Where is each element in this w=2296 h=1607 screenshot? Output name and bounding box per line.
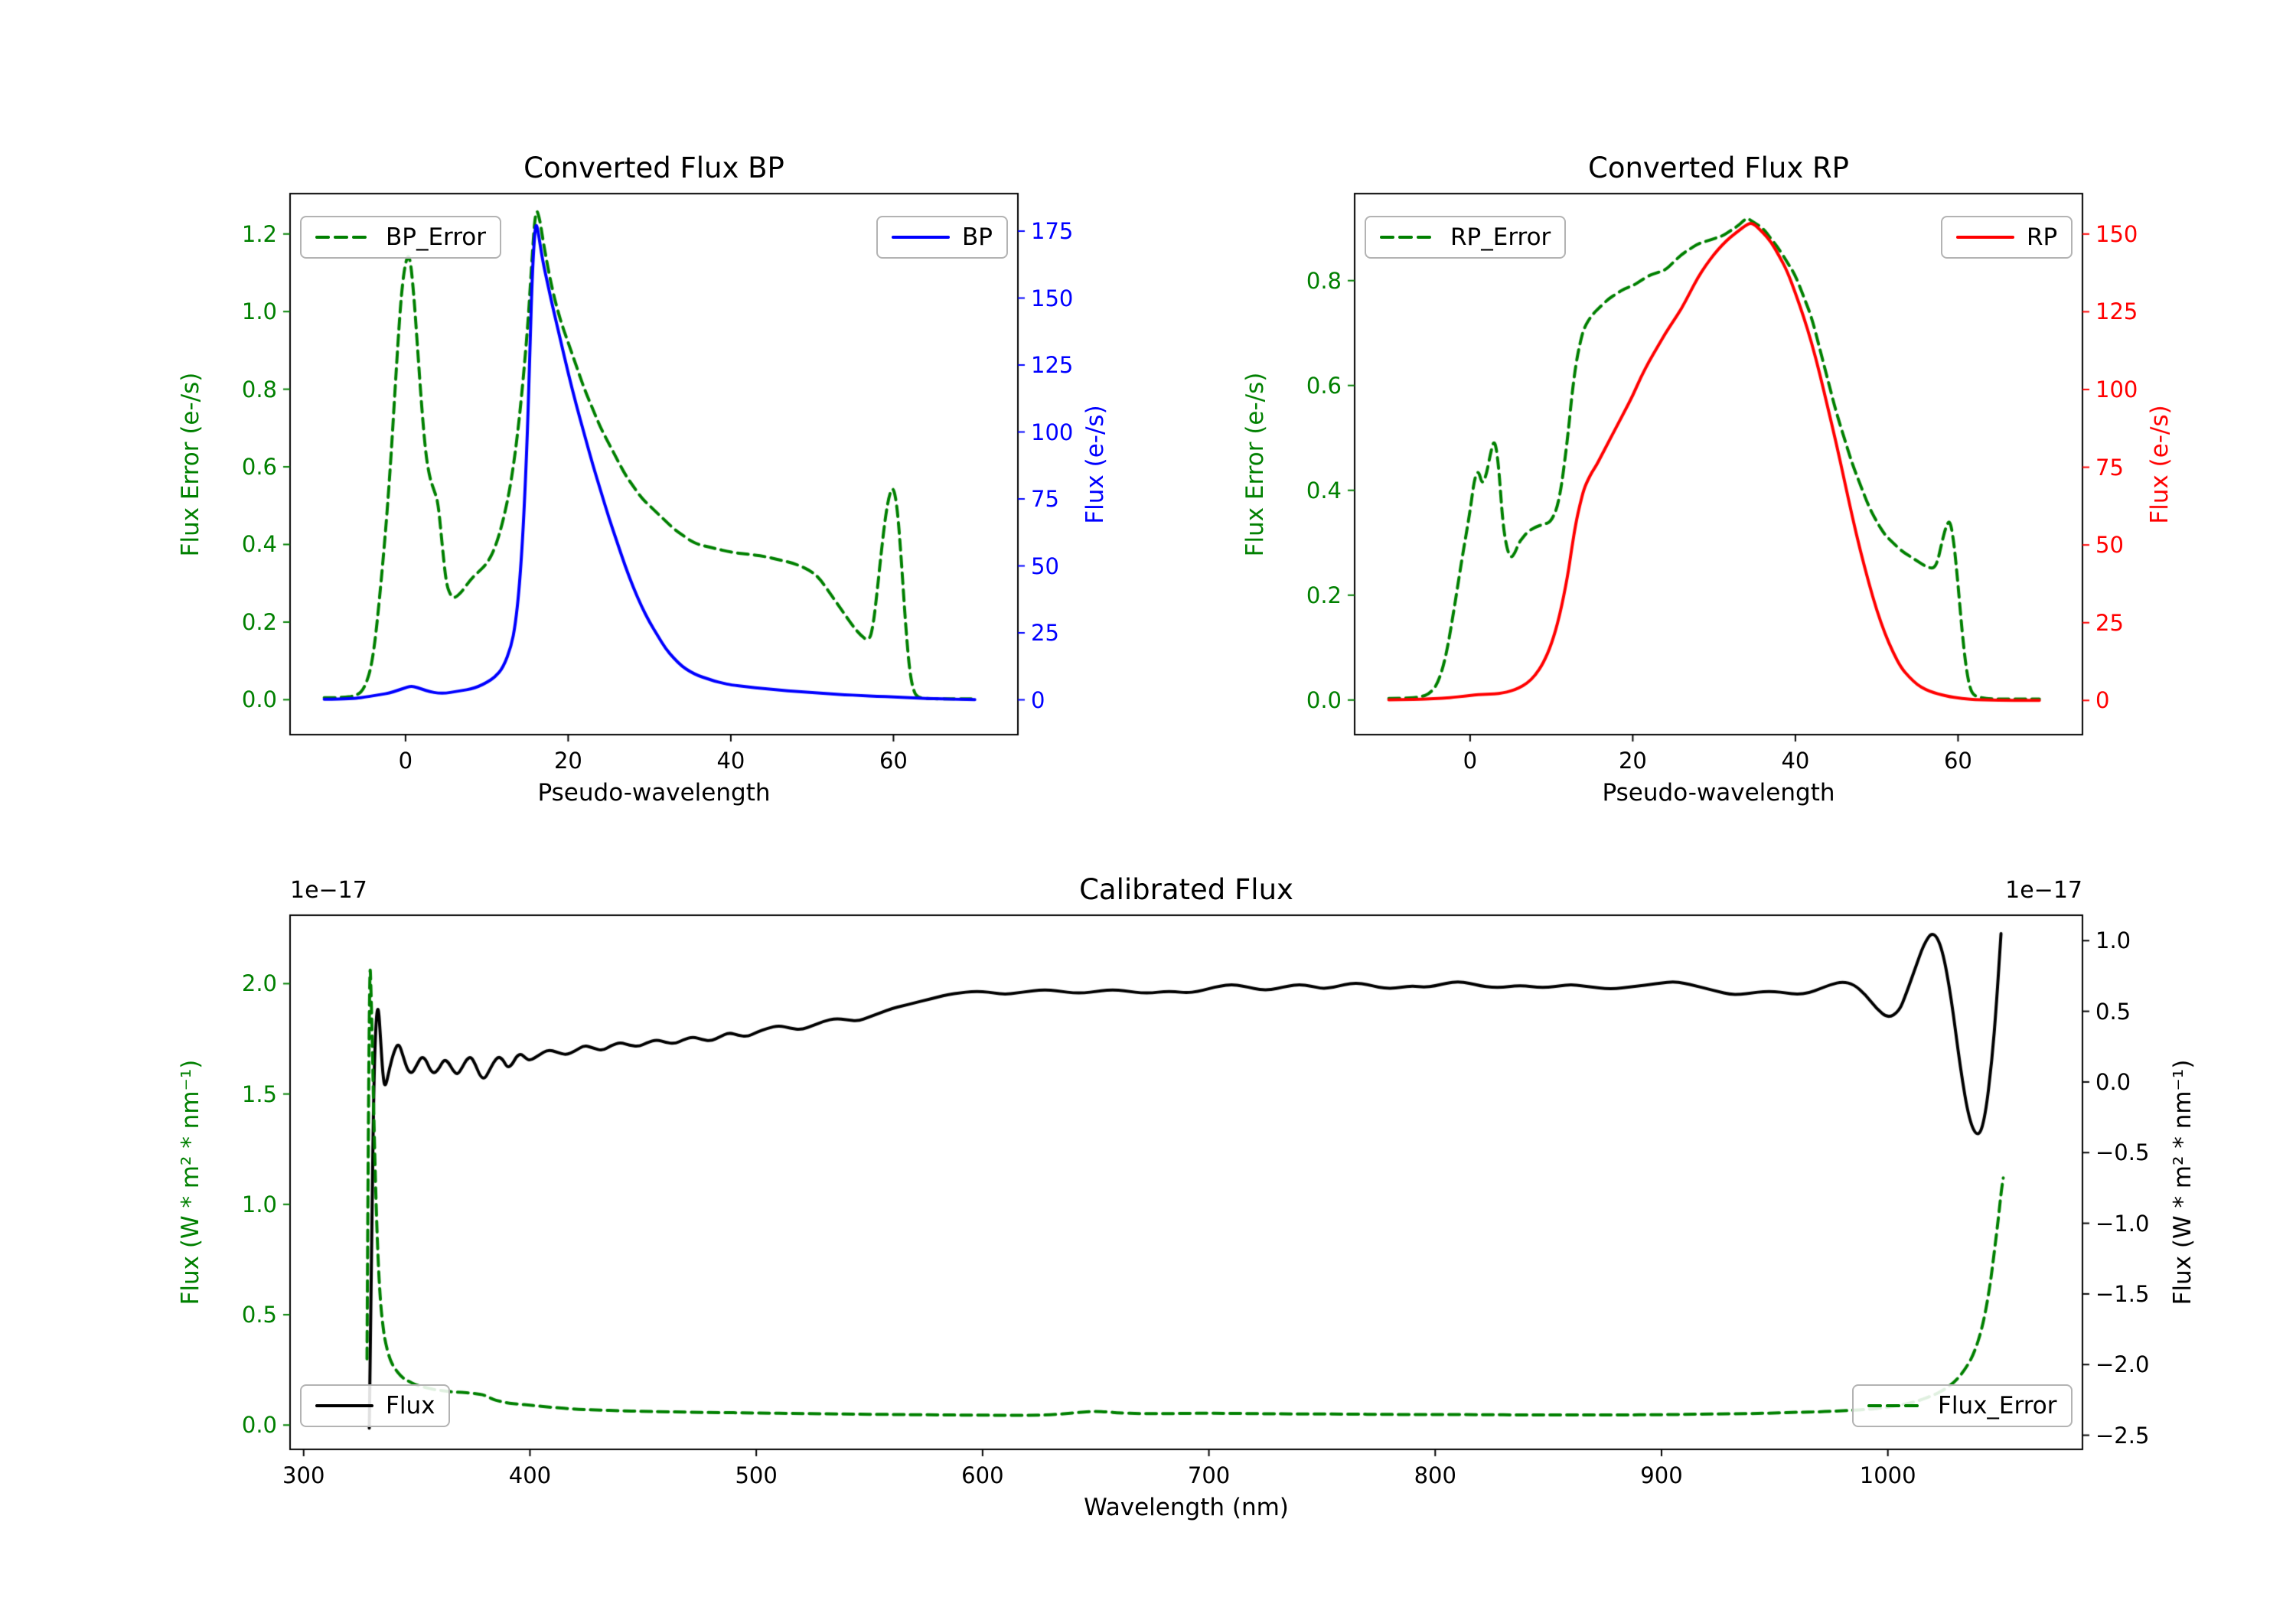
- tick-label: 0.5: [2095, 998, 2131, 1025]
- rp-right-yaxis-label: Flux (e-/s): [2146, 404, 2174, 524]
- tick-label: 40: [1781, 748, 1810, 774]
- legend-flux-error: Flux_Error: [1852, 1384, 2073, 1427]
- rp-left-yaxis-label: Flux Error (e-/s): [1241, 372, 1269, 556]
- tick-label: −2.5: [2095, 1422, 2150, 1449]
- legend-label-flux: Flux: [386, 1392, 435, 1420]
- tick-label: 0: [1031, 686, 1045, 713]
- tick-label: 700: [1187, 1462, 1231, 1488]
- tick-label: 0.6: [241, 454, 277, 481]
- legend-label-rp-error: RP_Error: [1450, 223, 1551, 251]
- legend-line-sample-dashed: [315, 236, 373, 239]
- legend-bp-error: BP_Error: [300, 216, 502, 259]
- tick-label: 60: [1943, 748, 1972, 774]
- tick-label: 150: [2095, 220, 2138, 247]
- legend-line-sample-solid: [315, 1404, 373, 1407]
- tick-label: 20: [553, 748, 582, 774]
- tick-label: 50: [1031, 553, 1059, 579]
- tick-label: 0.8: [1306, 267, 1342, 294]
- tick-label: −2.0: [2095, 1351, 2150, 1378]
- tick-label: 150: [1031, 285, 1074, 311]
- bp-right-yaxis-label: Flux (e-/s): [1081, 404, 1109, 524]
- bp-left-yaxis-label: Flux Error (e-/s): [177, 372, 204, 556]
- tick-label: −0.5: [2095, 1139, 2150, 1166]
- tick-label: 75: [1031, 486, 1059, 512]
- legend-rp: RP: [1941, 216, 2073, 259]
- tick-label: 500: [735, 1462, 778, 1488]
- tick-label: 125: [1031, 352, 1074, 378]
- tick-label: 40: [716, 748, 745, 774]
- left-axis-offset-text: 1e−17: [290, 877, 367, 904]
- tick-label: 0.2: [1306, 582, 1342, 608]
- tick-label: 1.0: [241, 1191, 277, 1217]
- tick-label: 0.0: [1306, 686, 1342, 713]
- tick-label: 1.0: [2095, 927, 2131, 954]
- tick-label: 0: [2095, 687, 2110, 714]
- bp-xaxis-label: Pseudo-wavelength: [537, 779, 771, 807]
- legend-label-rp: RP: [2027, 223, 2058, 251]
- tick-label: 125: [2095, 298, 2138, 325]
- tick-label: 800: [1414, 1462, 1456, 1488]
- legend-label-bp: BP: [962, 223, 993, 251]
- tick-label: 0: [1463, 748, 1478, 774]
- tick-label: 100: [2095, 376, 2138, 403]
- tick-label: 0.0: [241, 686, 277, 713]
- tick-label: 0.0: [2095, 1068, 2131, 1095]
- tick-label: 1000: [1859, 1462, 1916, 1488]
- legend-line-sample-dashed: [1867, 1404, 1926, 1407]
- legend-line-sample-dashed: [1380, 236, 1438, 239]
- tick-label: 60: [879, 748, 908, 774]
- calibrated-xaxis-label: Wavelength (nm): [1084, 1494, 1289, 1521]
- tick-label: 0: [398, 748, 413, 774]
- legend-label-flux-error: Flux_Error: [1938, 1392, 2057, 1420]
- tick-label: 1.2: [241, 220, 277, 247]
- tick-label: −1.5: [2095, 1280, 2150, 1307]
- right-axis-offset-text: 1e−17: [2005, 877, 2082, 904]
- rp-xaxis-label: Pseudo-wavelength: [1602, 779, 1835, 807]
- tick-label: 20: [1618, 748, 1647, 774]
- tick-label: 0.8: [241, 376, 277, 403]
- tick-label: −1.0: [2095, 1210, 2150, 1237]
- legend-line-sample-solid: [1956, 236, 2014, 239]
- tick-label: 0.0: [241, 1412, 277, 1439]
- legend-label-bp-error: BP_Error: [386, 223, 487, 251]
- calibrated-chart-title: Calibrated Flux: [1079, 873, 1293, 906]
- rp-chart-title: Converted Flux RP: [1587, 152, 1850, 184]
- tick-label: 50: [2095, 532, 2124, 559]
- tick-label: 0.5: [241, 1302, 277, 1328]
- bp-chart-title: Converted Flux BP: [523, 152, 784, 184]
- tick-label: 1.5: [241, 1081, 277, 1107]
- tick-label: 900: [1640, 1462, 1683, 1488]
- legend-line-sample-solid: [892, 236, 950, 239]
- tick-label: 175: [1031, 218, 1074, 244]
- legend-flux: Flux: [300, 1384, 451, 1427]
- tick-label: 300: [282, 1462, 325, 1488]
- tick-label: 0.2: [241, 608, 277, 635]
- tick-label: 0.4: [241, 531, 277, 558]
- legend-bp: BP: [876, 216, 1008, 259]
- tick-label: 2.0: [241, 970, 277, 997]
- legend-rp-error: RP_Error: [1365, 216, 1567, 259]
- tick-label: 1.0: [241, 298, 277, 325]
- tick-label: 25: [2095, 609, 2124, 636]
- tick-label: 400: [508, 1462, 552, 1488]
- tick-label: 0.6: [1306, 372, 1342, 399]
- tick-label: 75: [2095, 454, 2124, 481]
- tick-label: 0.4: [1306, 477, 1342, 504]
- tick-label: 100: [1031, 419, 1074, 445]
- tick-label: 25: [1031, 620, 1059, 646]
- calibrated-left-yaxis-label: Flux (W * m² * nm⁻¹): [177, 1059, 204, 1305]
- tick-label: 600: [961, 1462, 1004, 1488]
- calibrated-right-yaxis-label: Flux (W * m² * nm⁻¹): [2169, 1059, 2197, 1305]
